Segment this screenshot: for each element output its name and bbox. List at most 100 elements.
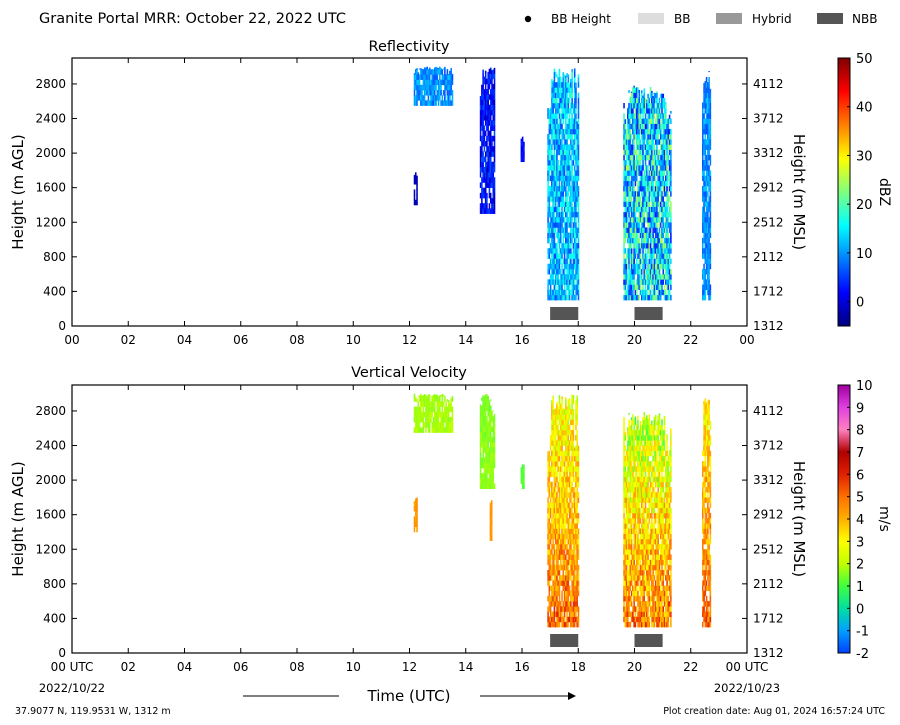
data-cell bbox=[576, 502, 578, 509]
data-cell bbox=[635, 507, 638, 514]
data-cell bbox=[707, 149, 709, 156]
data-cell bbox=[627, 201, 629, 207]
data-cell bbox=[705, 139, 708, 145]
data-cell bbox=[628, 90, 630, 93]
data-cell bbox=[440, 411, 442, 418]
data-cell bbox=[492, 125, 495, 131]
data-cell bbox=[549, 165, 552, 171]
data-cell bbox=[575, 611, 577, 617]
data-cell bbox=[634, 227, 637, 233]
data-cell bbox=[628, 149, 630, 156]
data-cell bbox=[575, 113, 577, 119]
data-cell bbox=[566, 180, 568, 187]
data-cell bbox=[414, 416, 417, 423]
data-cell bbox=[638, 248, 641, 254]
data-cell bbox=[486, 177, 488, 183]
data-cell bbox=[571, 616, 573, 623]
data-cell bbox=[572, 621, 575, 628]
data-cell bbox=[556, 507, 558, 514]
data-cell bbox=[570, 435, 572, 441]
data-cell bbox=[627, 206, 629, 213]
data-cell bbox=[549, 196, 552, 202]
data-cell bbox=[576, 134, 578, 140]
data-cell bbox=[637, 435, 639, 441]
data-cell bbox=[558, 476, 561, 483]
data-cell bbox=[657, 196, 659, 202]
data-cell bbox=[441, 411, 444, 418]
data-cell bbox=[661, 243, 663, 249]
data-cell bbox=[640, 222, 643, 228]
data-cell bbox=[492, 436, 495, 443]
data-cell bbox=[490, 530, 493, 536]
data-cell bbox=[647, 232, 649, 239]
data-cell bbox=[566, 580, 568, 586]
data-cell bbox=[640, 243, 643, 249]
data-cell bbox=[483, 400, 486, 407]
data-cell bbox=[557, 409, 560, 415]
data-cell bbox=[633, 196, 635, 202]
data-cell bbox=[708, 284, 710, 290]
data-cell bbox=[623, 461, 625, 467]
data-cell bbox=[563, 528, 566, 534]
data-cell bbox=[554, 248, 557, 254]
data-cell bbox=[562, 97, 565, 104]
data-cell bbox=[633, 466, 635, 472]
data-cell bbox=[577, 512, 580, 519]
data-cell bbox=[548, 154, 551, 161]
data-cell bbox=[634, 165, 637, 171]
data-cell bbox=[629, 497, 632, 503]
data-cell bbox=[557, 429, 560, 436]
data-cell bbox=[554, 206, 557, 213]
data-cell bbox=[670, 258, 672, 265]
data-cell bbox=[632, 253, 634, 259]
data-cell bbox=[640, 92, 643, 99]
data-cell bbox=[637, 180, 639, 187]
data-cell bbox=[552, 180, 554, 187]
data-cell bbox=[557, 144, 560, 150]
data-cell bbox=[551, 409, 553, 415]
data-cell bbox=[554, 128, 557, 135]
data-cell bbox=[625, 575, 628, 581]
data-cell bbox=[548, 113, 551, 119]
data-cell bbox=[662, 258, 665, 265]
data-cell bbox=[702, 191, 704, 197]
data-cell bbox=[436, 394, 439, 397]
data-cell bbox=[489, 125, 492, 131]
data-cell bbox=[639, 108, 642, 114]
data-cell bbox=[576, 507, 578, 514]
data-cell bbox=[565, 575, 567, 581]
data-cell bbox=[640, 279, 643, 285]
data-cell bbox=[414, 506, 417, 512]
data-cell bbox=[553, 92, 556, 99]
data-cell bbox=[627, 165, 629, 171]
data-cell bbox=[573, 580, 576, 586]
data-cell bbox=[491, 78, 493, 85]
data-cell bbox=[647, 102, 649, 109]
data-cell bbox=[642, 243, 644, 249]
data-cell bbox=[548, 134, 551, 140]
data-cell bbox=[662, 279, 665, 285]
data-cell bbox=[571, 289, 573, 296]
data-cell bbox=[656, 180, 658, 187]
data-cell bbox=[548, 211, 551, 218]
data-cell bbox=[481, 410, 483, 417]
data-cell bbox=[663, 243, 666, 249]
data-cell bbox=[651, 118, 653, 125]
data-cell bbox=[635, 134, 638, 140]
data-cell bbox=[561, 507, 563, 514]
data-cell bbox=[547, 544, 549, 550]
data-cell bbox=[570, 227, 572, 233]
data-cell bbox=[488, 400, 491, 407]
data-cell bbox=[705, 248, 708, 254]
data-cell bbox=[638, 263, 641, 270]
data-cell bbox=[575, 466, 577, 472]
data-cell bbox=[625, 279, 628, 285]
data-cell bbox=[551, 102, 553, 109]
data-cell bbox=[639, 263, 642, 270]
data-cell bbox=[665, 222, 667, 228]
data-cell bbox=[563, 243, 566, 249]
data-cell bbox=[634, 217, 637, 223]
data-cell bbox=[488, 457, 491, 464]
data-cell bbox=[565, 279, 567, 285]
data-cell bbox=[670, 191, 672, 197]
